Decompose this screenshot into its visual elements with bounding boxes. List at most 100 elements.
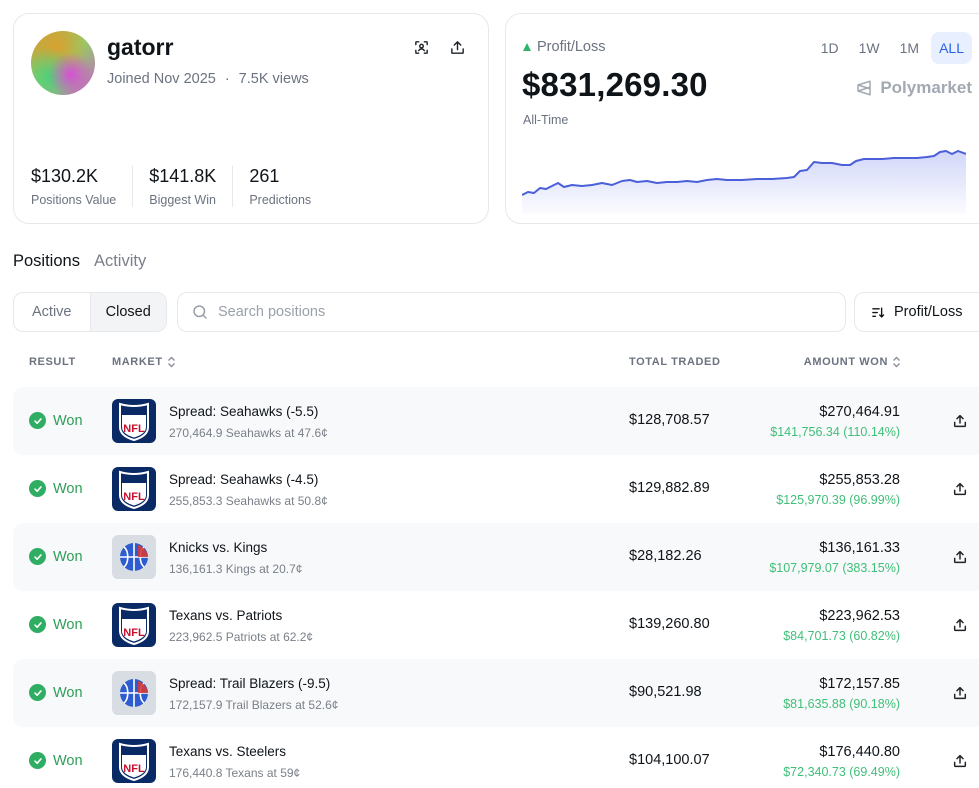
basketball-icon	[120, 679, 148, 707]
range-1w[interactable]: 1W	[858, 40, 880, 56]
stat-label: Positions Value	[31, 193, 117, 207]
scan-icon[interactable]	[410, 36, 432, 58]
market-subtitle: 223,962.5 Patriots at 62.2¢	[169, 630, 314, 644]
avatar[interactable]	[31, 31, 95, 95]
svg-text:NFL: NFL	[123, 491, 145, 503]
sort-button[interactable]: Profit/Loss	[854, 292, 979, 332]
view-count: 7.5K views	[238, 71, 309, 87]
svg-text:NFL: NFL	[123, 763, 145, 775]
share-icon	[953, 482, 967, 496]
amount-won: $176,440.80	[819, 744, 900, 760]
nfl-logo-icon: NFL	[119, 402, 149, 441]
range-1d[interactable]: 1D	[820, 40, 839, 56]
tab-activity[interactable]: Activity	[93, 252, 147, 270]
share-icon	[953, 414, 967, 428]
table-row[interactable]: Won Spread: Trail Blazers (-9.5) 172,157…	[13, 659, 979, 727]
market-subtitle: 176,440.8 Texans at 59¢	[169, 766, 301, 780]
profile-tabs: Positions Activity	[13, 252, 146, 271]
header-result-text: RESULT	[29, 356, 76, 368]
share-position-button[interactable]	[950, 683, 970, 703]
market-title[interactable]: Texans vs. Patriots	[169, 608, 283, 623]
check-circle-icon	[29, 480, 46, 497]
market-subtitle: 136,161.3 Kings at 20.7¢	[169, 562, 303, 576]
filter-active[interactable]: Active	[32, 304, 72, 320]
search-input[interactable]	[218, 304, 818, 320]
sort-toggle-icon	[893, 356, 900, 368]
result-text: Won	[53, 616, 83, 633]
total-traded: $28,182.26	[629, 548, 702, 564]
table-row[interactable]: Won Knicks vs. Kings 136,161.3 Kings at …	[13, 523, 979, 591]
polymarket-brand: Polymarket	[855, 78, 972, 98]
stat-positions-value: $130.2K Positions Value	[31, 166, 134, 207]
result-badge: Won	[29, 684, 83, 701]
nfl-logo[interactable]: NFL	[112, 467, 156, 511]
market-subtitle: 172,157.9 Trail Blazers at 52.6¢	[169, 698, 339, 712]
pnl-sparkline-area	[522, 151, 966, 214]
check-circle-icon	[29, 752, 46, 769]
amount-won-gain: $107,979.07 (383.15%)	[769, 561, 900, 575]
nba-logo[interactable]	[112, 535, 156, 579]
header-amount-won[interactable]: AMOUNT WON	[804, 356, 901, 368]
nfl-logo[interactable]: NFL	[112, 399, 156, 443]
sort-icon	[872, 306, 885, 318]
sort-label: Profit/Loss	[894, 304, 963, 320]
pnl-sparkline	[522, 150, 966, 214]
table-row[interactable]: Won NFL Texans vs. Patriots 223,962.5 Pa…	[13, 591, 979, 659]
nfl-logo[interactable]: NFL	[112, 603, 156, 647]
market-title[interactable]: Spread: Seahawks (-4.5)	[169, 472, 319, 487]
result-badge: Won	[29, 548, 83, 565]
result-badge: Won	[29, 480, 83, 497]
nba-logo[interactable]	[112, 671, 156, 715]
result-text: Won	[53, 752, 83, 769]
table-row[interactable]: Won NFL Spread: Seahawks (-5.5) 270,464.…	[13, 387, 979, 455]
share-position-button[interactable]	[950, 751, 970, 771]
nfl-logo-icon: NFL	[119, 606, 149, 645]
polymarket-brand-text: Polymarket	[880, 78, 972, 97]
tab-positions[interactable]: Positions	[13, 252, 80, 270]
table-row[interactable]: Won NFL Texans vs. Steelers 176,440.8 Te…	[13, 727, 979, 788]
stat-value: 261	[249, 166, 280, 186]
amount-won: $172,157.85	[819, 676, 900, 692]
share-icon	[450, 40, 464, 54]
pnl-label: Profit/Loss	[523, 39, 606, 55]
svg-text:NFL: NFL	[123, 423, 145, 435]
market-title[interactable]: Spread: Seahawks (-5.5)	[169, 404, 319, 419]
market-title[interactable]: Spread: Trail Blazers (-9.5)	[169, 676, 331, 691]
svg-text:NFL: NFL	[123, 627, 145, 639]
share-icon	[953, 754, 967, 768]
sort-toggle-icon	[167, 356, 175, 368]
range-all[interactable]: ALL	[931, 32, 972, 64]
stat-value: $130.2K	[31, 166, 99, 186]
nfl-logo-icon: NFL	[119, 470, 149, 509]
amount-won-gain: $125,970.39 (96.99%)	[776, 493, 900, 507]
filter-closed[interactable]: Closed	[89, 293, 166, 331]
range-1m[interactable]: 1M	[899, 40, 920, 56]
range-selector: 1D 1W 1M ALL	[813, 32, 972, 64]
status-toggle: Active Closed	[13, 292, 167, 332]
share-position-button[interactable]	[950, 547, 970, 567]
result-text: Won	[53, 480, 83, 497]
amount-won: $136,161.33	[819, 540, 900, 556]
result-badge: Won	[29, 616, 83, 633]
share-position-button[interactable]	[950, 411, 970, 431]
profile-meta: Joined Nov 2025 · 7.5K views	[107, 71, 309, 87]
header-market-text: MARKET	[112, 356, 163, 368]
profile-stats: $130.2K Positions Value $141.8K Biggest …	[31, 166, 343, 207]
result-badge: Won	[29, 412, 83, 429]
share-position-button[interactable]	[950, 479, 970, 499]
market-title[interactable]: Knicks vs. Kings	[169, 540, 268, 555]
header-market[interactable]: MARKET	[112, 356, 176, 368]
nfl-logo[interactable]: NFL	[112, 739, 156, 783]
amount-won-gain: $81,635.88 (90.18%)	[783, 697, 900, 711]
header-total-traded: TOTAL TRADED	[629, 356, 721, 368]
profile-card: gatorr Joined Nov 2025 · 7.5K views $130…	[13, 13, 489, 224]
share-position-button[interactable]	[950, 615, 970, 635]
share-profile-button[interactable]	[446, 36, 468, 58]
header-total-traded-text: TOTAL TRADED	[629, 356, 721, 368]
positions-table: Won NFL Spread: Seahawks (-5.5) 270,464.…	[13, 387, 979, 788]
pnl-sparkline-line	[522, 150, 966, 196]
result-text: Won	[53, 412, 83, 429]
market-title[interactable]: Texans vs. Steelers	[169, 744, 287, 759]
table-row[interactable]: Won NFL Spread: Seahawks (-4.5) 255,853.…	[13, 455, 979, 523]
amount-won: $270,464.91	[819, 404, 900, 420]
